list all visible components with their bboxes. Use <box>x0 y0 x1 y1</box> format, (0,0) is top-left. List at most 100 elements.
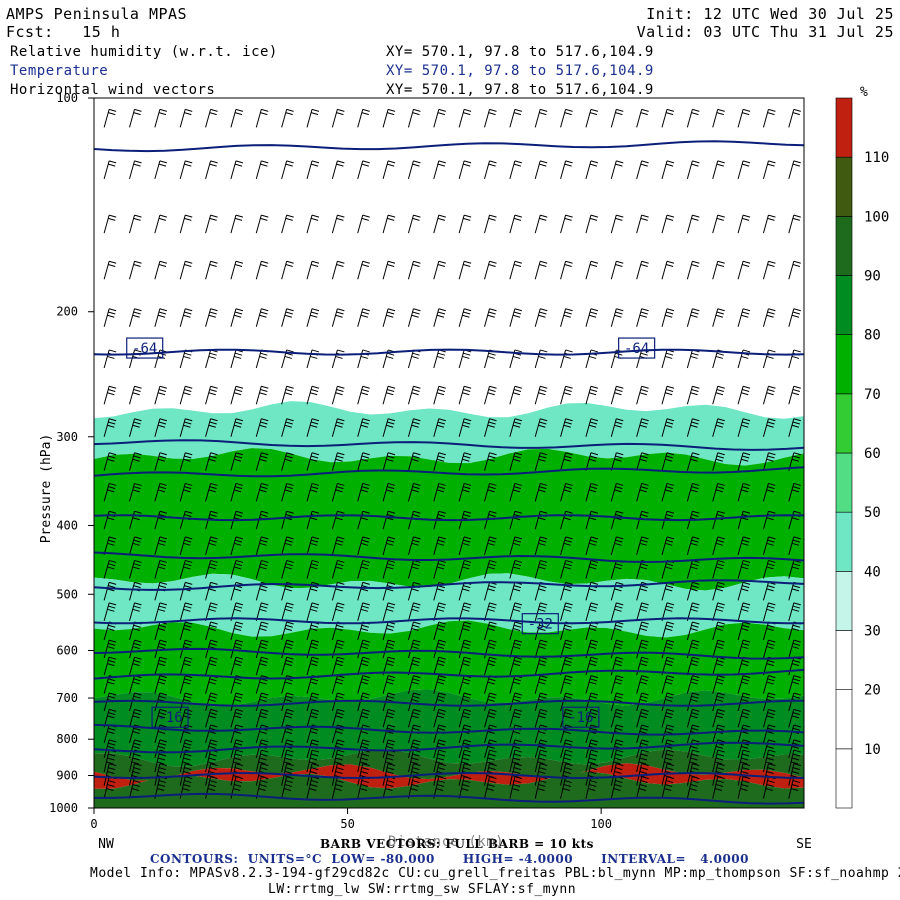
wind-barb <box>509 692 522 712</box>
wind-barb <box>154 260 167 280</box>
axes: 100 200 300 400 500 600 700 800 900 1000 0 50 100 NW S… <box>39 91 812 852</box>
wind-barb <box>179 675 193 694</box>
temperature-contour <box>94 140 804 153</box>
wind-barb <box>458 776 472 799</box>
wind-barb <box>661 639 675 659</box>
wind-barb <box>610 656 624 676</box>
y-axis-title: Pressure (hPa) <box>39 434 54 544</box>
wind-barb <box>585 749 599 773</box>
temperature-contour <box>94 792 804 805</box>
wind-barb <box>205 108 218 128</box>
wind-barb <box>484 452 497 471</box>
wind-barb <box>737 214 751 234</box>
wind-barb <box>306 482 320 502</box>
wind-barb <box>788 739 801 759</box>
wind-barb <box>534 708 548 728</box>
wind-barb <box>154 708 167 728</box>
wind-barb <box>712 708 725 728</box>
temperature-contour <box>94 617 804 625</box>
wind-barb <box>610 675 624 694</box>
wind-barb <box>560 214 573 234</box>
colorbar-label: 90 <box>864 269 881 285</box>
wind-barb <box>433 108 446 128</box>
wind-barb <box>205 692 218 712</box>
wind-barb <box>103 559 117 579</box>
wind-barb <box>433 708 446 728</box>
wind-barb <box>407 160 421 180</box>
wind-barb <box>154 559 167 579</box>
wind-barb <box>103 739 117 759</box>
wind-barb <box>103 308 117 327</box>
temperature-contour <box>94 723 804 736</box>
wind-barb <box>281 418 294 437</box>
wind-barb <box>560 108 573 128</box>
wind-barb <box>255 581 269 601</box>
wind-barb <box>331 160 345 180</box>
wind-barb <box>585 776 599 799</box>
wind-barb <box>712 418 725 437</box>
colorbar-segment <box>835 511 853 572</box>
wind-barb <box>737 108 751 128</box>
wind-barb <box>255 418 269 437</box>
colorbar-label: 40 <box>864 564 881 580</box>
wind-barb <box>357 260 370 280</box>
wind-barb <box>129 602 142 621</box>
wind-barb <box>129 214 142 234</box>
wind-barb <box>255 708 269 728</box>
wind-barb <box>281 452 294 471</box>
wind-barb <box>382 739 396 759</box>
temperature-contour <box>94 551 804 564</box>
colorbar-segment <box>835 275 853 335</box>
temperature-contour <box>94 514 804 522</box>
wind-barb <box>129 739 142 759</box>
wind-barb <box>560 749 573 773</box>
wind-barb <box>230 418 244 437</box>
wind-barb <box>712 308 725 327</box>
wind-barb <box>585 602 599 621</box>
wind-barb <box>179 602 193 621</box>
wind-barb <box>509 385 522 405</box>
model-info: Model Info: MPASv8.2.3-194-gf29cd82c CU:… <box>90 866 900 881</box>
wind-barb <box>737 510 751 530</box>
wind-barb <box>433 160 446 180</box>
wind-barb <box>686 708 700 728</box>
wind-barb <box>306 418 320 437</box>
wind-barb <box>534 639 548 659</box>
field-xy-wind: XY= 570.1, 97.8 to 517.6,104.9 <box>386 82 654 98</box>
wind-barb <box>357 452 370 471</box>
wind-barb <box>636 214 649 234</box>
wind-barb <box>610 776 624 799</box>
wind-barb <box>205 482 218 502</box>
wind-barb <box>407 776 421 799</box>
wind-barb <box>788 418 801 437</box>
wind-barb <box>230 160 244 180</box>
wind-barb <box>686 559 700 579</box>
wind-barb <box>407 692 421 712</box>
wind-barb <box>103 349 117 369</box>
wind-barb <box>357 656 370 676</box>
wind-barb <box>712 675 725 694</box>
wind-barb <box>433 536 446 555</box>
wind-barb <box>103 108 117 128</box>
wind-barb <box>382 559 396 579</box>
contour-label-box <box>521 613 559 635</box>
wind-barb <box>585 675 599 694</box>
wind-barb <box>534 418 548 437</box>
wind-barb <box>686 452 700 471</box>
wind-barb <box>357 536 370 555</box>
temperature-contour <box>94 771 804 780</box>
wind-barb <box>382 108 396 128</box>
model-title: AMPS Peninsula MPAS <box>6 5 188 23</box>
wind-barb <box>560 308 573 327</box>
wind-barb <box>205 349 218 369</box>
wind-barb <box>610 482 624 502</box>
wind-barb <box>407 260 421 280</box>
wind-barb <box>712 602 725 621</box>
wind-barb <box>331 418 345 437</box>
wind-barb <box>762 536 776 555</box>
wind-barb <box>129 418 142 437</box>
forecast-hour: Fcst: 15 h <box>6 23 121 41</box>
x-end-label-se: SE <box>796 837 812 852</box>
wind-barb <box>509 214 522 234</box>
wind-barb <box>661 160 675 180</box>
